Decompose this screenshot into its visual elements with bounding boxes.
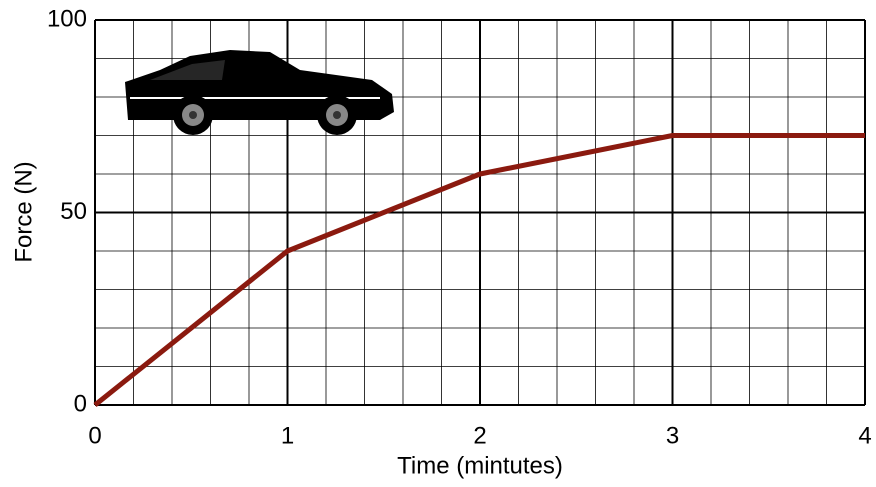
y-tick-label: 0: [74, 390, 87, 417]
y-axis-label: Force (N): [10, 161, 37, 262]
x-tick-label: 1: [281, 422, 294, 449]
car-icon: [125, 50, 394, 135]
y-tick-label: 50: [60, 198, 87, 225]
x-tick-label: 3: [666, 422, 679, 449]
chart: Time (mintutes) Force (N) 0 1 2 3 4 0 50 100: [0, 0, 876, 487]
x-tick-label: 4: [858, 422, 871, 449]
y-tick-label: 100: [47, 5, 87, 32]
x-tick-label: 0: [88, 422, 101, 449]
x-axis-label: Time (mintutes): [397, 452, 563, 479]
x-tick-label: 2: [473, 422, 486, 449]
